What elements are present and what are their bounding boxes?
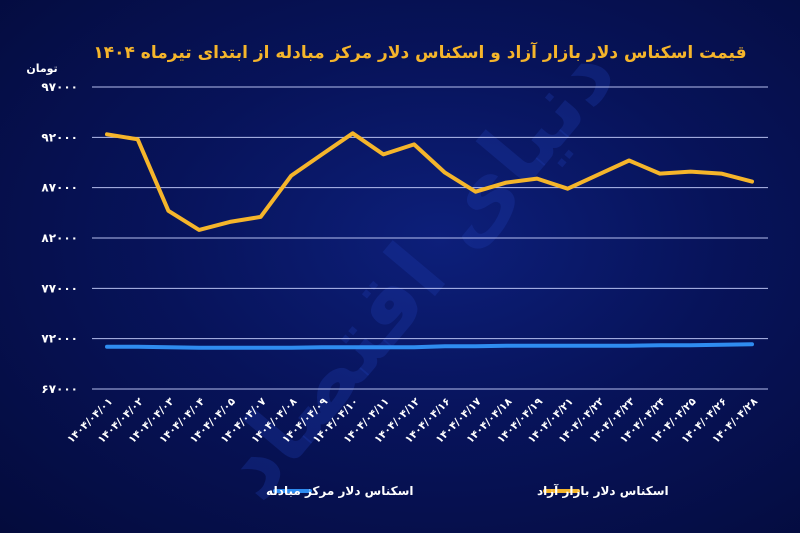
legend-label-exchange-center: اسکناس دلار مرکز مبادله [266, 484, 414, 498]
data-point [627, 159, 631, 162]
data-point [105, 132, 109, 136]
y-tick-label: ۷۲۰۰۰ [41, 332, 78, 346]
y-tick-label: ۹۲۰۰۰ [41, 130, 78, 144]
data-point [658, 172, 662, 176]
data-point [166, 209, 170, 213]
data-point [689, 343, 693, 347]
data-point [658, 343, 662, 347]
data-point [443, 344, 447, 348]
series-line-exchange-center [105, 342, 754, 350]
data-point [596, 173, 600, 177]
legend: اسکناس دلار بازار آزاد اسکناس دلار مرکز … [266, 483, 669, 498]
data-point [381, 345, 385, 349]
legend-label-free-market: اسکناس دلار بازار آزاد [537, 483, 669, 498]
data-point [750, 342, 754, 346]
data-point [228, 220, 232, 224]
y-tick-label: ۹۷۰۰۰ [41, 80, 78, 94]
data-point [412, 345, 416, 349]
series-line-free-market [105, 131, 754, 232]
data-point [504, 181, 508, 185]
data-point [259, 215, 263, 219]
y-tick-label: ۸۷۰۰۰ [41, 181, 78, 195]
y-tick-label: ۶۷۰۰۰ [41, 382, 78, 396]
data-point [474, 344, 478, 348]
data-point [136, 345, 140, 349]
data-point [474, 190, 478, 194]
grid [92, 86, 768, 390]
chart-title: قیمت اسکناس دلار بازار آزاد و اسکناس دلا… [93, 41, 746, 63]
data-point [689, 170, 693, 174]
x-axis-ticks: ۱۴۰۴/۰۴/۰۱۱۴۰۴/۰۴/۰۲۱۴۰۴/۰۴/۰۳۱۴۰۴/۰۴/۰۴… [65, 395, 761, 446]
data-point [197, 228, 201, 232]
data-point [320, 152, 324, 156]
data-point [750, 180, 754, 184]
data-point [596, 344, 600, 348]
data-point [381, 152, 385, 156]
data-point [535, 177, 539, 181]
y-tick-label: ۷۷۰۰۰ [41, 281, 78, 295]
data-point [166, 345, 170, 349]
data-point [566, 344, 570, 348]
data-point [535, 344, 539, 348]
data-point [719, 343, 723, 347]
data-point [627, 344, 631, 348]
y-axis-ticks: ۹۷۰۰۰ ۹۲۰۰۰ ۸۷۰۰۰ ۸۲۰۰۰ ۷۷۰۰۰ ۷۲۰۰۰ ۶۷۰۰۰ [41, 80, 78, 396]
data-point [443, 171, 447, 175]
data-point [504, 344, 508, 348]
y-tick-label: ۸۲۰۰۰ [41, 231, 78, 245]
data-point [289, 346, 293, 350]
data-point [566, 187, 570, 191]
data-point [351, 131, 355, 135]
data-point [351, 345, 355, 349]
data-point [289, 174, 293, 178]
data-point [197, 346, 201, 350]
data-point [320, 345, 324, 349]
watermark-text: دنیای اقتصاد [197, 22, 637, 518]
data-point [412, 142, 416, 146]
series-lines [105, 131, 754, 350]
y-unit-label: تومان [26, 62, 57, 75]
data-point [136, 137, 140, 141]
data-point [719, 172, 723, 176]
data-point [259, 346, 263, 350]
data-point [105, 345, 109, 349]
data-point [228, 346, 232, 350]
